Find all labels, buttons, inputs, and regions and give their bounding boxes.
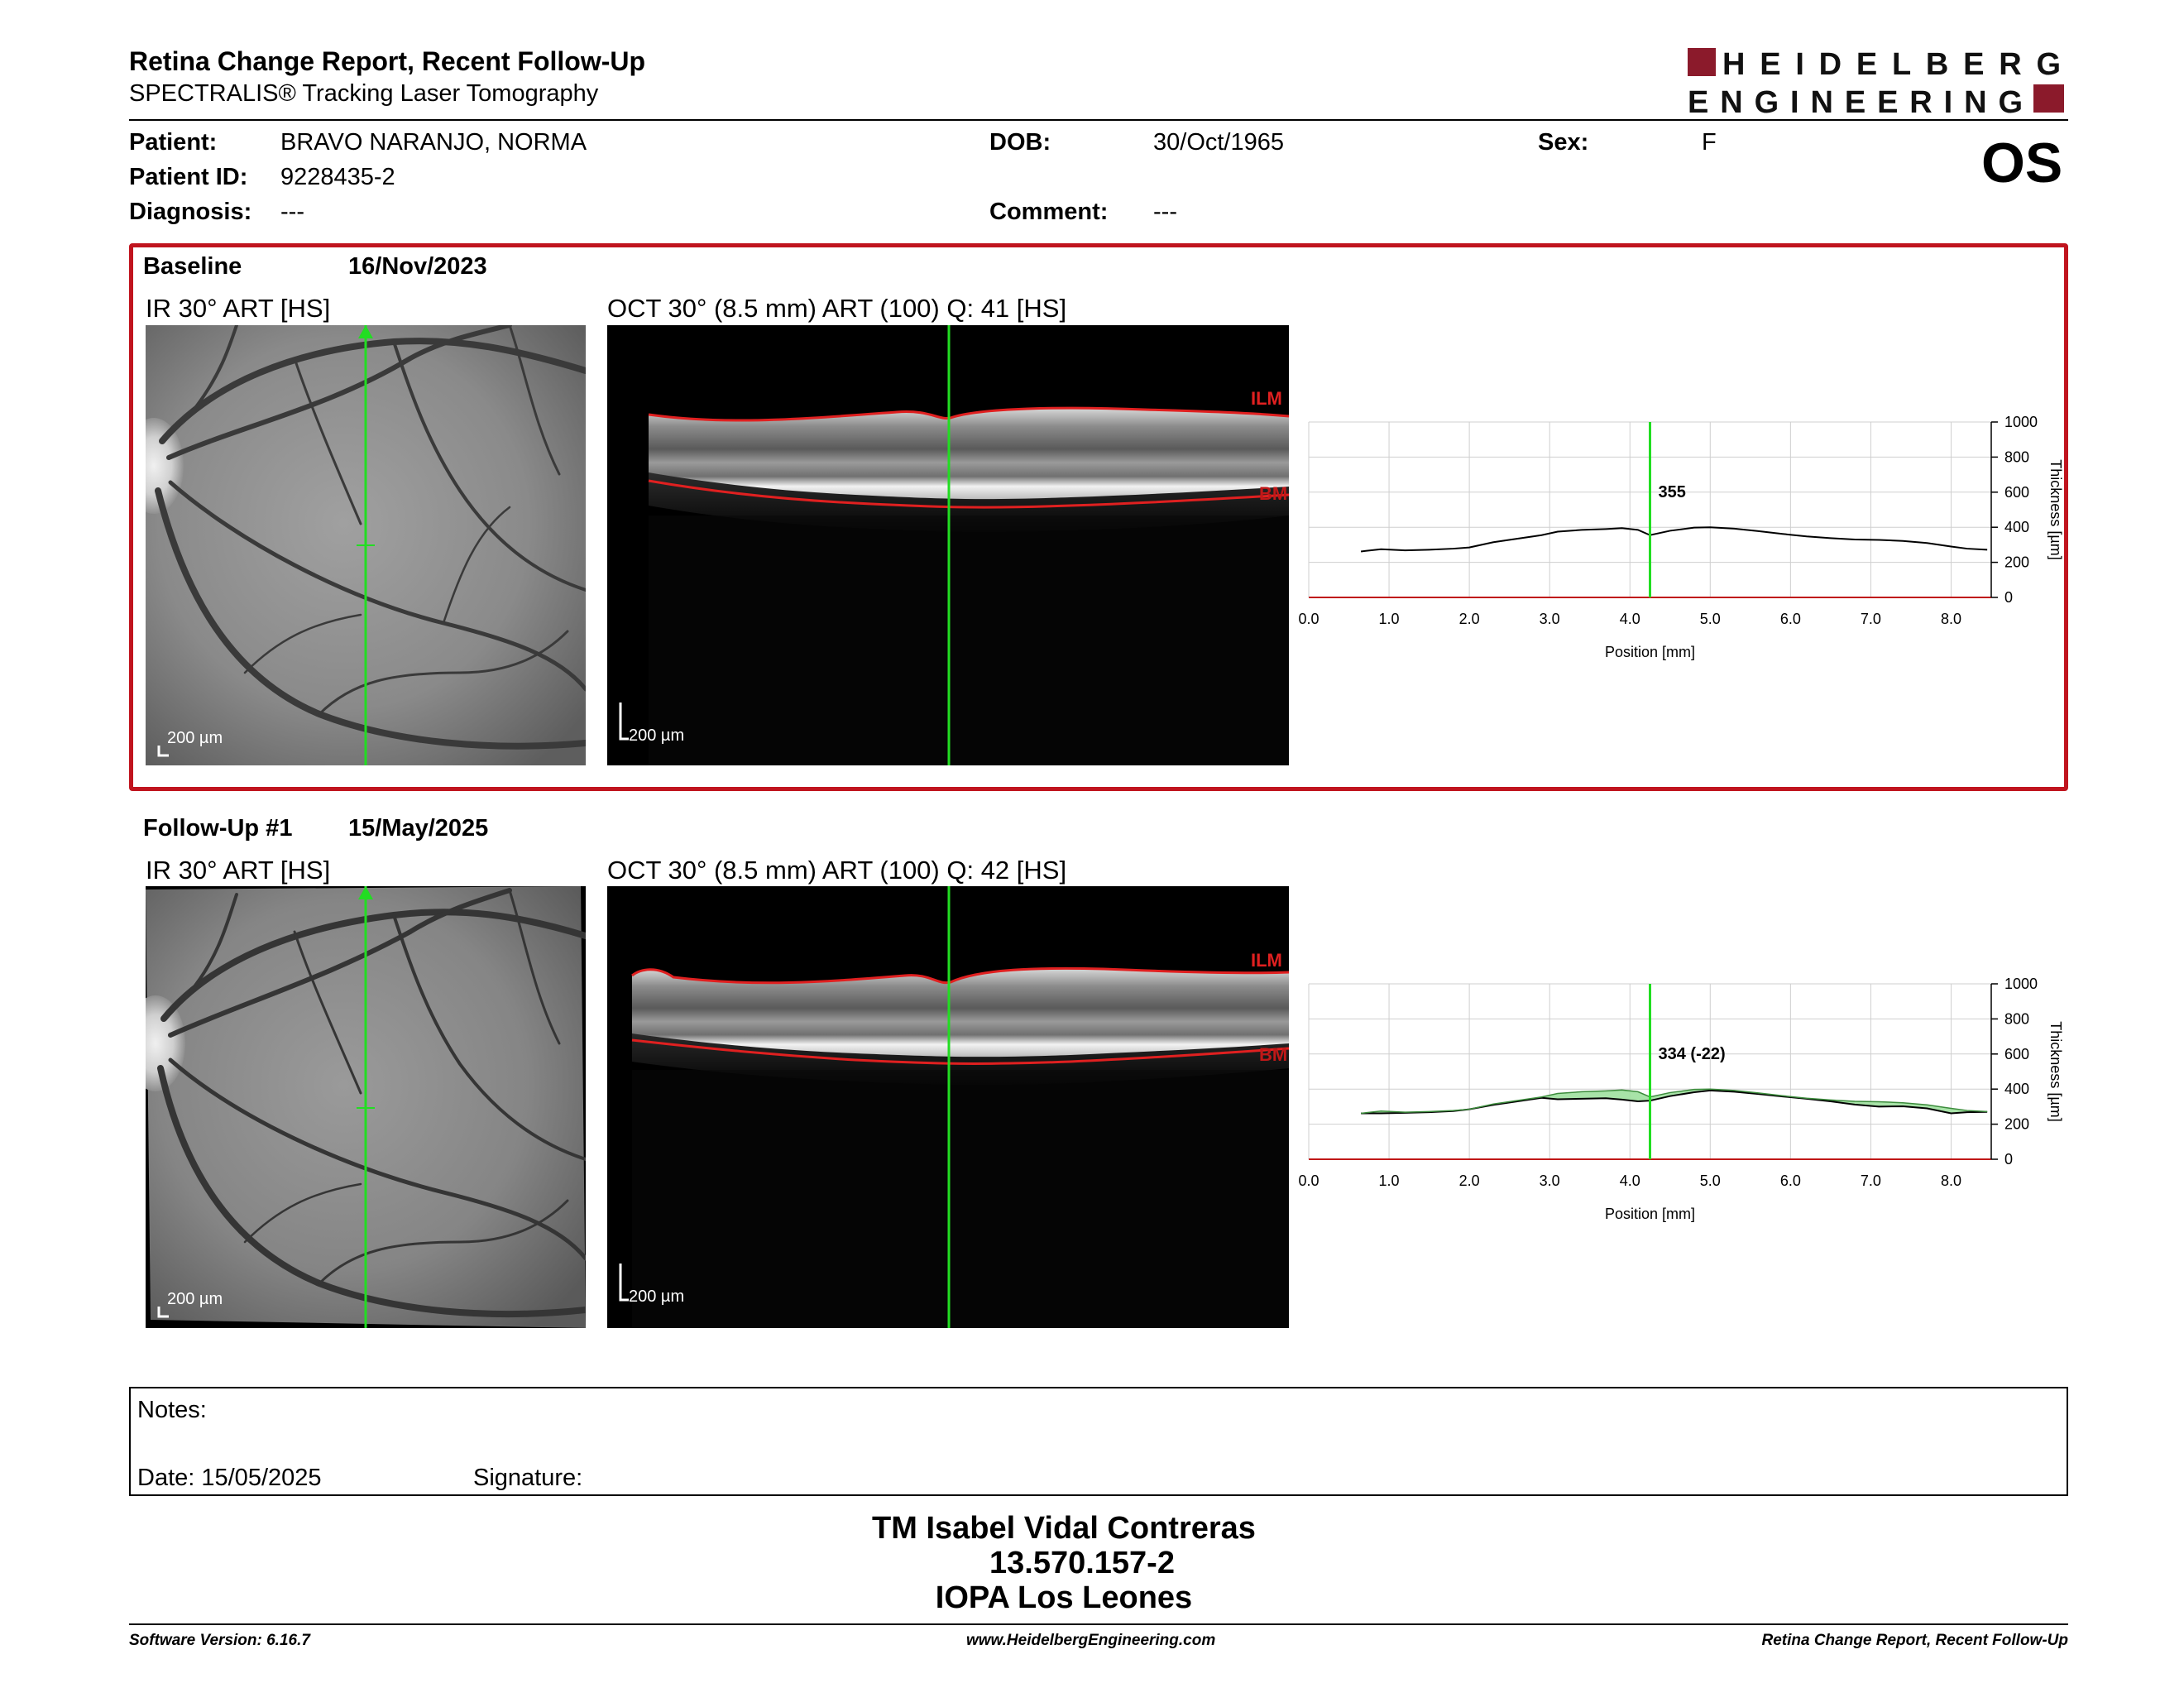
x-tick-label: 0.0: [1299, 611, 1320, 627]
dob-label: DOB:: [989, 129, 1051, 156]
x-tick-label: 8.0: [1941, 1172, 1961, 1189]
notes-date: Date: 15/05/2025: [137, 1465, 322, 1491]
baseline-label: Baseline: [143, 253, 242, 280]
baseline-ir-scale: 200 µm: [167, 729, 223, 747]
followup-ir-scale: 200 µm: [167, 1290, 223, 1308]
followup-oct-scale: 200 µm: [629, 1288, 685, 1306]
followup-ir-image: 200 µm: [146, 886, 586, 1328]
followup-bm-label: BM: [1259, 1044, 1288, 1065]
y-tick-label: 200: [2004, 1116, 2029, 1133]
x-tick-label: 5.0: [1700, 1172, 1721, 1189]
baseline-oct-scale: 200 µm: [629, 727, 685, 745]
followup-oct-image: 200 µm ILM BM: [607, 886, 1289, 1328]
followup-label: Follow-Up #1: [143, 815, 293, 842]
heidelberg-logo: HEIDELBERG ENGINEERING: [1688, 46, 2064, 120]
baseline-reference-line: [1361, 1088, 1988, 1115]
patient-label: Patient:: [129, 129, 218, 156]
diagnosis-value: ---: [280, 199, 304, 225]
report-title: Retina Change Report, Recent Follow-Up: [129, 46, 646, 76]
signature-block: TM Isabel Vidal Contreras 13.570.157-2 I…: [0, 1511, 2184, 1615]
x-tick-label: 8.0: [1941, 611, 1961, 627]
y-tick-label: 400: [2004, 1081, 2029, 1097]
x-tick-label: 7.0: [1861, 1172, 1881, 1189]
marker-thickness-label: 334 (-22): [1659, 1045, 1726, 1063]
sex-label: Sex:: [1538, 129, 1589, 156]
baseline-thickness-chart: 0.0 1.0 2.0 3.0 4.0 5.0 6.0 7.0 8.0 0 200 400 600 800…: [1298, 412, 2085, 677]
baseline-highlight-box: [129, 243, 2068, 791]
footer-software-version: Software Version: 6.16.7: [129, 1632, 310, 1649]
followup-ir-caption: IR 30° ART [HS]: [146, 856, 331, 885]
followup-oct-caption: OCT 30° (8.5 mm) ART (100) Q: 42 [HS]: [607, 856, 1067, 885]
thickness-difference-area: [1361, 1089, 1988, 1114]
x-tick-label: 2.0: [1459, 611, 1480, 627]
sex-value: F: [1702, 129, 1717, 156]
comment-label: Comment:: [989, 199, 1109, 225]
patient-name: BRAVO NARANJO, NORMA: [280, 129, 587, 156]
x-tick-label: 2.0: [1459, 1172, 1480, 1189]
y-tick-label: 600: [2004, 1046, 2029, 1062]
x-tick-label: 3.0: [1540, 611, 1560, 627]
notes-box[interactable]: Notes: Date: 15/05/2025 Signature:: [129, 1387, 2068, 1496]
followup-date: 15/May/2025: [348, 815, 489, 842]
footer-report-name: Retina Change Report, Recent Follow-Up: [1761, 1632, 2068, 1649]
baseline-ir-caption: IR 30° ART [HS]: [146, 294, 331, 323]
marker-thickness-label: 355: [1659, 483, 1686, 501]
y-tick-label: 0: [2004, 589, 2013, 606]
comment-value: ---: [1153, 199, 1177, 225]
x-tick-label: 3.0: [1540, 1172, 1560, 1189]
x-tick-label: 4.0: [1620, 1172, 1640, 1189]
y-tick-label: 800: [2004, 448, 2029, 465]
x-tick-label: 4.0: [1620, 611, 1640, 627]
baseline-oct-caption: OCT 30° (8.5 mm) ART (100) Q: 41 [HS]: [607, 294, 1067, 323]
x-tick-label: 5.0: [1700, 611, 1721, 627]
report-subtitle: SPECTRALIS® Tracking Laser Tomography: [129, 80, 599, 107]
x-tick-label: 7.0: [1861, 611, 1881, 627]
signature-label: Signature:: [473, 1465, 583, 1491]
patient-id: 9228435-2: [280, 164, 395, 190]
thickness-line: [1360, 526, 1988, 553]
x-axis-label: Position [mm]: [1605, 644, 1695, 660]
baseline-ir-image: 200 µm: [146, 325, 586, 765]
signature-name: TM Isabel Vidal Contreras: [872, 1511, 1256, 1546]
y-tick-label: 200: [2004, 554, 2029, 571]
x-tick-label: 1.0: [1379, 611, 1400, 627]
y-axis-label: Thickness [µm]: [2048, 1021, 2064, 1121]
x-tick-label: 6.0: [1780, 1172, 1801, 1189]
baseline-bm-label: BM: [1259, 483, 1288, 504]
signature-rut: 13.570.157-2: [989, 1546, 1175, 1580]
svg-text:ENGINEERING: ENGINEERING: [1688, 85, 2025, 116]
y-tick-label: 1000: [2004, 414, 2038, 430]
x-axis-label: Position [mm]: [1605, 1206, 1695, 1222]
y-axis-label: Thickness [µm]: [2048, 459, 2064, 559]
dob-value: 30/Oct/1965: [1153, 129, 1284, 156]
y-tick-label: 400: [2004, 519, 2029, 535]
footer-website-link[interactable]: www.HeidelbergEngineering.com: [966, 1632, 1216, 1649]
y-tick-label: 600: [2004, 484, 2029, 501]
baseline-date: 16/Nov/2023: [348, 253, 487, 280]
notes-label: Notes:: [137, 1397, 207, 1423]
diagnosis-label: Diagnosis:: [129, 199, 252, 225]
y-tick-label: 0: [2004, 1151, 2013, 1168]
svg-text:HEIDELBERG: HEIDELBERG: [1722, 47, 2064, 82]
x-tick-label: 1.0: [1379, 1172, 1400, 1189]
followup-thickness-chart: 0.0 1.0 2.0 3.0 4.0 5.0 6.0 7.0 8.0 0 200 400 600 800…: [1298, 974, 2085, 1239]
x-tick-label: 0.0: [1299, 1172, 1320, 1189]
y-tick-label: 1000: [2004, 976, 2038, 992]
baseline-ilm-label: ILM: [1251, 388, 1282, 409]
eye-laterality: OS: [1981, 132, 2063, 194]
y-tick-label: 800: [2004, 1010, 2029, 1027]
signature-institution: IOPA Los Leones: [935, 1580, 1193, 1615]
x-tick-label: 6.0: [1780, 611, 1801, 627]
patient-id-label: Patient ID:: [129, 164, 248, 190]
followup-ilm-label: ILM: [1251, 950, 1282, 971]
baseline-oct-image: 200 µm ILM BM: [607, 325, 1289, 765]
